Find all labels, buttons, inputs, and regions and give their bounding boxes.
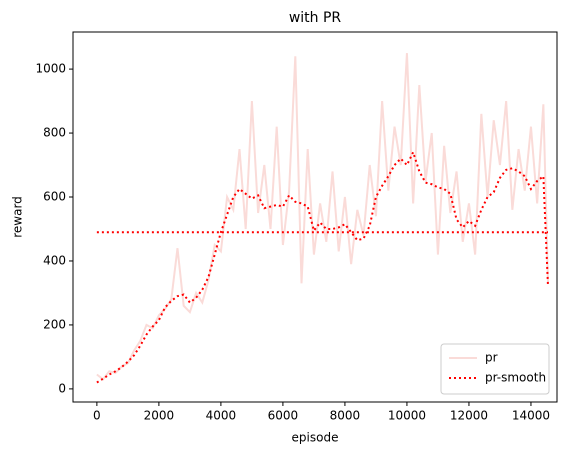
y-tick-label: 800 xyxy=(43,126,66,140)
x-tick-label: 14000 xyxy=(512,409,550,423)
legend-label: pr xyxy=(485,351,498,365)
x-axis-label: episode xyxy=(292,431,339,445)
y-tick-label: 1000 xyxy=(35,62,66,76)
legend: pr pr-smooth xyxy=(440,343,550,395)
y-axis-label: reward xyxy=(11,196,25,238)
y-tick-label: 400 xyxy=(43,253,66,267)
y-tick-label: 600 xyxy=(43,190,66,204)
x-tick-label: 0 xyxy=(93,409,101,423)
y-tick-label: 0 xyxy=(58,381,66,395)
x-tick-label: 4000 xyxy=(206,409,237,423)
x-tick-label: 10000 xyxy=(388,409,426,423)
legend-label: pr-smooth xyxy=(485,371,546,385)
chart-title: with PR xyxy=(289,10,342,26)
x-tick-label: 6000 xyxy=(268,409,299,423)
x-tick-label: 2000 xyxy=(144,409,175,423)
series-line xyxy=(96,53,550,381)
x-tick-label: 8000 xyxy=(330,409,361,423)
x-tick-label: 12000 xyxy=(450,409,488,423)
plot-frame xyxy=(72,31,558,403)
y-tick-label: 200 xyxy=(43,317,66,331)
legend-frame xyxy=(440,343,550,395)
